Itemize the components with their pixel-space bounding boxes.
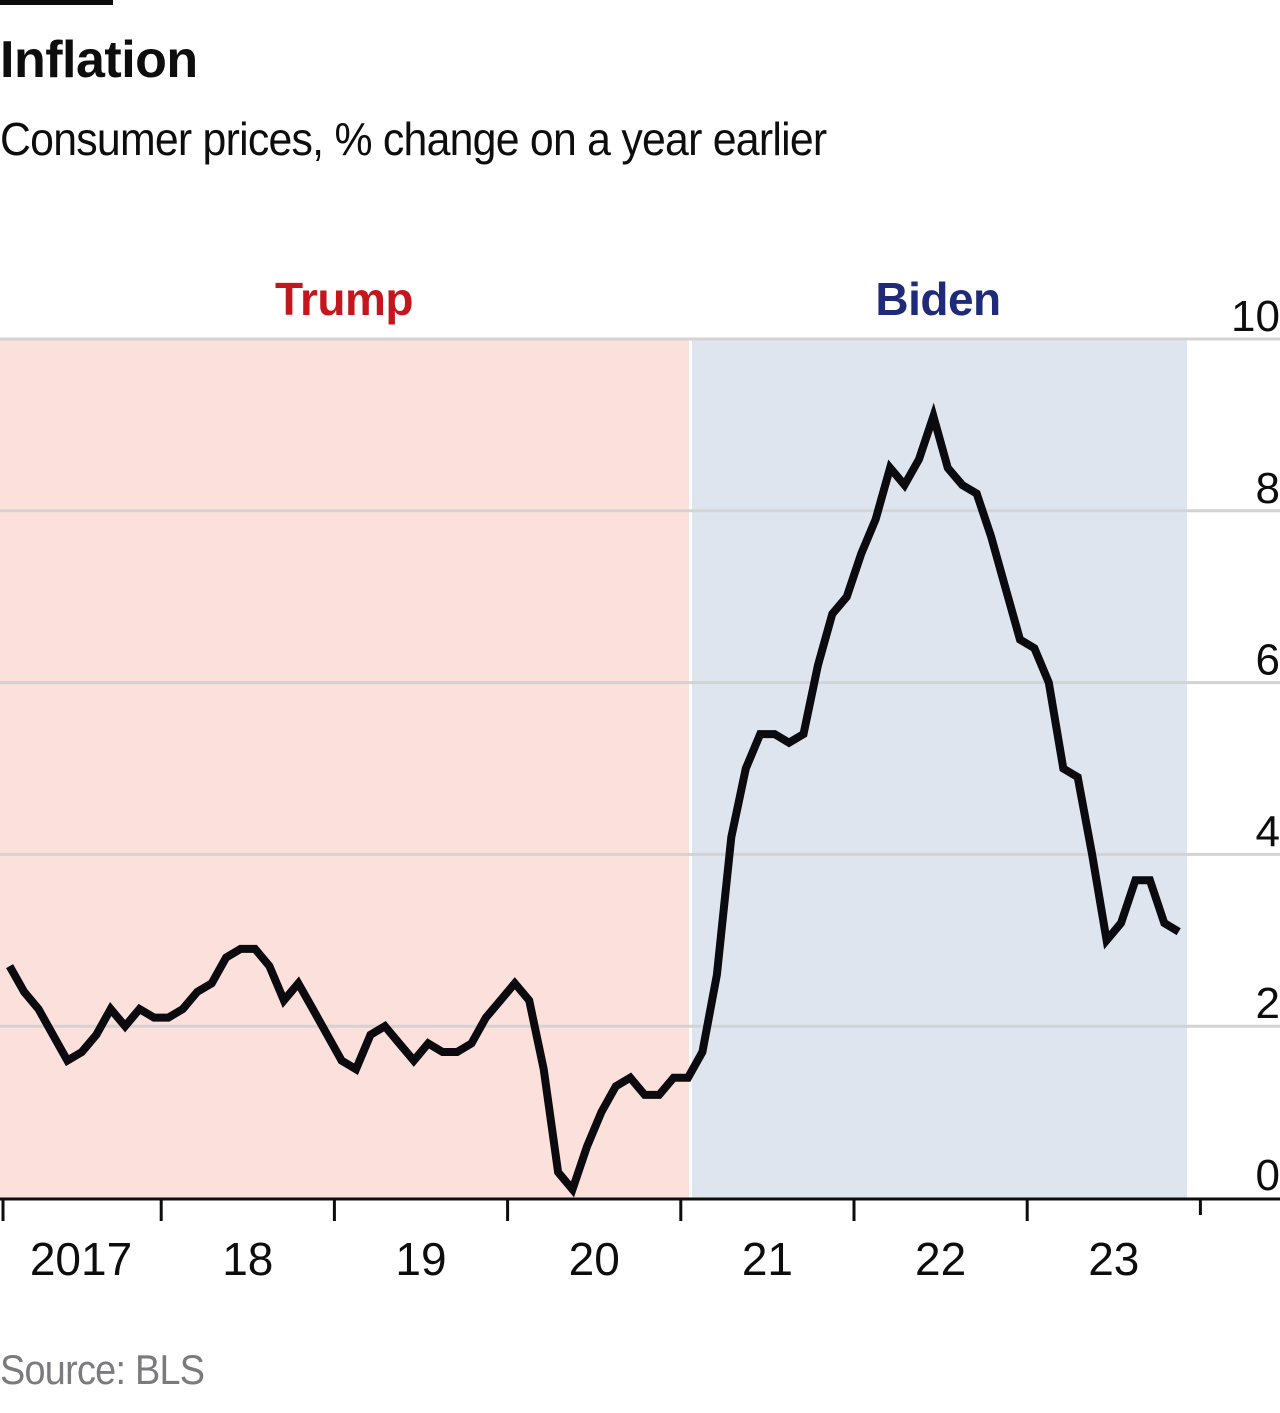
cpi-line <box>6 402 1181 1198</box>
header-accent-bar <box>0 0 113 5</box>
x-tick-label-18: 18 <box>222 1233 273 1285</box>
x-tick-label-23: 23 <box>1088 1233 1139 1285</box>
y-tick-label-2: 2 <box>1256 979 1280 1028</box>
era-label-biden: Biden <box>875 273 1000 325</box>
y-axis-ticks: 0 2 4 6 8 10 <box>1231 292 1280 1200</box>
y-tick-label-4: 4 <box>1256 807 1280 856</box>
series-layer <box>6 402 1181 1198</box>
y-tick-label-0: 0 <box>1256 1151 1280 1200</box>
y-tick-label-10: 10 <box>1231 292 1280 341</box>
y-tick-label-8: 8 <box>1256 464 1280 513</box>
era-label-trump: Trump <box>275 273 413 325</box>
x-tick-label-19: 19 <box>395 1233 446 1285</box>
gridlines <box>0 337 1280 1028</box>
x-axis: 2017 18 19 20 21 22 23 <box>0 1197 1280 1285</box>
chart-subtitle: Consumer prices, % change on a year earl… <box>0 113 827 165</box>
source-note: Source: BLS <box>0 1346 205 1393</box>
era-labels: Trump Biden <box>275 273 1001 325</box>
chart-title: Inflation <box>0 31 198 89</box>
x-tick-label-2017: 2017 <box>30 1233 132 1285</box>
y-tick-label-6: 6 <box>1256 636 1280 685</box>
x-tick-label-21: 21 <box>742 1233 793 1285</box>
era-background-biden <box>692 339 1187 1198</box>
x-tick-label-22: 22 <box>915 1233 966 1285</box>
era-backgrounds <box>0 339 1187 1198</box>
x-tick-label-20: 20 <box>569 1233 620 1285</box>
era-background-trump <box>0 339 689 1198</box>
